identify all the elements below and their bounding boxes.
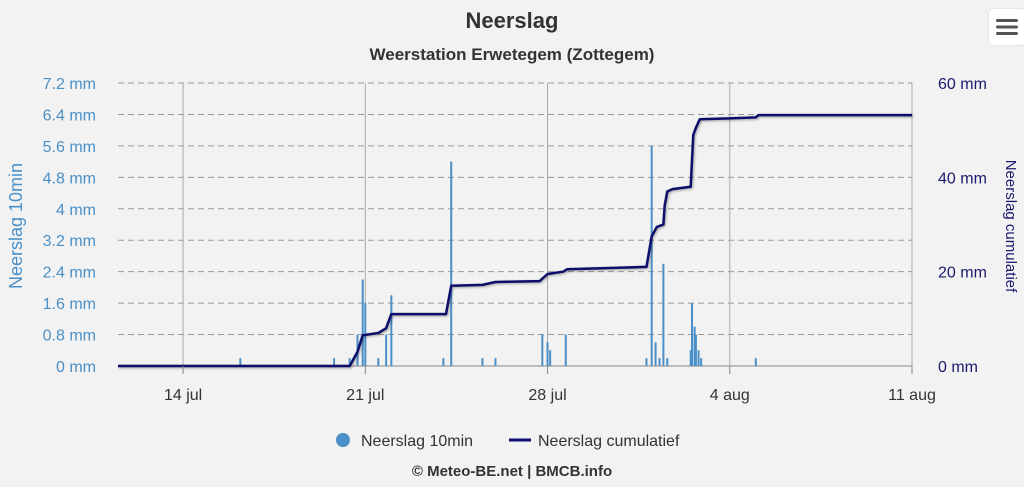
right-axis-title: Neerslag cumulatief (1002, 160, 1019, 293)
bar[interactable] (385, 334, 388, 366)
hamburger-menu-button[interactable] (989, 9, 1024, 45)
bar[interactable] (662, 263, 665, 366)
bar[interactable] (390, 295, 393, 366)
bar[interactable] (450, 161, 453, 366)
bar[interactable] (546, 342, 549, 366)
x-tick-label: 11 aug (888, 387, 936, 404)
bar[interactable] (700, 358, 703, 366)
left-tick-label: 6.4 mm (43, 107, 96, 124)
bar[interactable] (239, 358, 242, 366)
bar[interactable] (693, 326, 696, 366)
right-tick-label: 40 mm (938, 170, 987, 187)
left-tick-label: 3.2 mm (43, 233, 96, 250)
bar-series[interactable] (239, 145, 757, 366)
left-tick-label: 1.6 mm (43, 296, 96, 313)
x-tick-label: 4 aug (710, 387, 750, 404)
bar[interactable] (333, 358, 336, 366)
grid-lines (118, 82, 913, 367)
bar[interactable] (689, 350, 692, 366)
left-tick-label: 2.4 mm (43, 265, 96, 282)
bar[interactable] (481, 358, 484, 366)
bar[interactable] (654, 342, 657, 366)
left-tick-label: 0 mm (56, 359, 96, 376)
right-tick-label: 60 mm (938, 76, 987, 93)
left-tick-label: 4 mm (56, 202, 96, 219)
bar[interactable] (645, 358, 648, 366)
right-tick-label: 20 mm (938, 265, 987, 282)
legend-marker-bars (336, 433, 350, 447)
legend: Neerslag 10min Neerslag cumulatief (336, 433, 680, 450)
cumulative-line[interactable] (118, 113, 912, 368)
hamburger-menu-icon (996, 19, 1018, 35)
bar[interactable] (442, 358, 445, 366)
bar[interactable] (564, 334, 567, 366)
bar[interactable] (348, 358, 351, 366)
legend-item-bars[interactable]: Neerslag 10min (336, 433, 473, 450)
bar[interactable] (694, 334, 697, 366)
bar[interactable] (658, 358, 661, 366)
left-tick-label: 0.8 mm (43, 328, 96, 345)
left-axis-title: Neerslag 10min (6, 163, 26, 289)
bar[interactable] (549, 350, 552, 366)
x-tick-label: 14 jul (164, 387, 202, 404)
bar[interactable] (361, 279, 364, 366)
x-tick-label: 28 jul (528, 387, 566, 404)
legend-item-cumulative[interactable]: Neerslag cumulatief (509, 433, 680, 450)
x-axis: 14 jul 21 jul 28 jul 4 aug 11 aug (164, 366, 936, 404)
left-tick-label: 7.2 mm (43, 76, 96, 93)
bar[interactable] (541, 334, 544, 366)
footer-credit: © Meteo-BE.net | BMCB.info (411, 463, 613, 480)
bar[interactable] (494, 358, 497, 366)
right-axis: 0 mm 20 mm 40 mm 60 mm (938, 76, 987, 376)
right-tick-label: 0 mm (938, 359, 978, 376)
bar[interactable] (754, 358, 757, 366)
left-tick-label: 5.6 mm (43, 139, 96, 156)
bar[interactable] (697, 350, 700, 366)
chart-subtitle: Weerstation Erwetegem (Zottegem) (370, 45, 655, 64)
bar[interactable] (377, 358, 380, 366)
legend-label-cumulative: Neerslag cumulatief (538, 433, 680, 450)
bar[interactable] (666, 358, 669, 366)
left-tick-label: 4.8 mm (43, 170, 96, 187)
chart-title: Neerslag (466, 8, 559, 33)
bar[interactable] (650, 145, 653, 366)
bar[interactable] (691, 303, 694, 366)
left-axis: 0 mm 0.8 mm 1.6 mm 2.4 mm 3.2 mm 4 mm 4.8 mm 5.… (43, 76, 96, 376)
line-series[interactable] (118, 113, 912, 368)
legend-label-bars: Neerslag 10min (361, 433, 473, 450)
x-tick-label: 21 jul (346, 387, 384, 404)
